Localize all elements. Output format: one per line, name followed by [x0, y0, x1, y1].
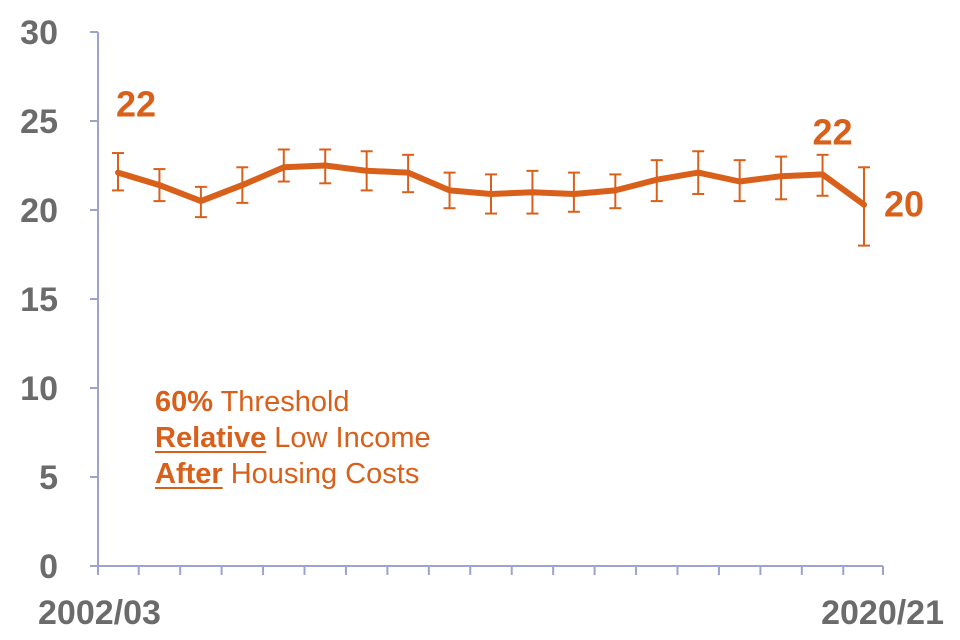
annotation-after-text: Housing Costs [222, 458, 420, 490]
x-axis-start-label: 2002/03 [38, 594, 161, 632]
data-point [449, 189, 451, 191]
x-axis-ticks [97, 566, 884, 575]
data-point [490, 193, 492, 195]
y-tick-label: 15 [20, 281, 58, 319]
y-tick-label: 30 [20, 14, 58, 52]
data-point [739, 181, 741, 183]
chart-annotation: 60% Threshold Relative Low Income After … [155, 384, 431, 492]
annotation-line-after: After Housing Costs [155, 456, 431, 492]
annotation-relative-text: Low Income [266, 422, 431, 454]
data-point [283, 166, 285, 168]
data-point [241, 184, 243, 186]
annotation-line-relative: Relative Low Income [155, 420, 431, 456]
series-line [115, 162, 867, 208]
annotation-after-emphasis: After [155, 458, 223, 490]
data-point [614, 189, 616, 191]
data-point [117, 172, 119, 174]
annotation-line-threshold: 60% Threshold [155, 384, 431, 420]
annotation-relative-emphasis: Relative [155, 422, 267, 454]
y-axis-tick-labels: 0 5 10 15 20 25 30 [20, 14, 58, 586]
x-axis-end-label: 2020/21 [821, 594, 944, 632]
data-label: 22 [116, 84, 156, 125]
y-tick-label: 20 [20, 192, 58, 230]
data-label: 20 [884, 184, 924, 225]
data-point [822, 173, 824, 175]
data-point [366, 170, 368, 172]
data-point [324, 165, 326, 166]
y-tick-label: 0 [39, 548, 58, 586]
annotation-threshold-text: Threshold [213, 386, 350, 418]
y-tick-label: 25 [20, 103, 58, 141]
data-labels: 22 22 20 [116, 84, 924, 225]
data-point [200, 200, 202, 202]
data-point [697, 172, 699, 174]
data-point [407, 172, 409, 174]
data-point [780, 175, 782, 177]
data-point [531, 191, 533, 193]
data-point [573, 193, 575, 195]
data-point [656, 179, 658, 181]
axes [90, 31, 883, 567]
error-bars [112, 148, 870, 247]
y-tick-label: 10 [20, 370, 58, 408]
data-label: 22 [813, 111, 853, 152]
annotation-threshold-value: 60% [155, 386, 214, 418]
data-point [863, 204, 865, 206]
data-point [158, 184, 160, 186]
y-tick-label: 5 [39, 459, 58, 497]
